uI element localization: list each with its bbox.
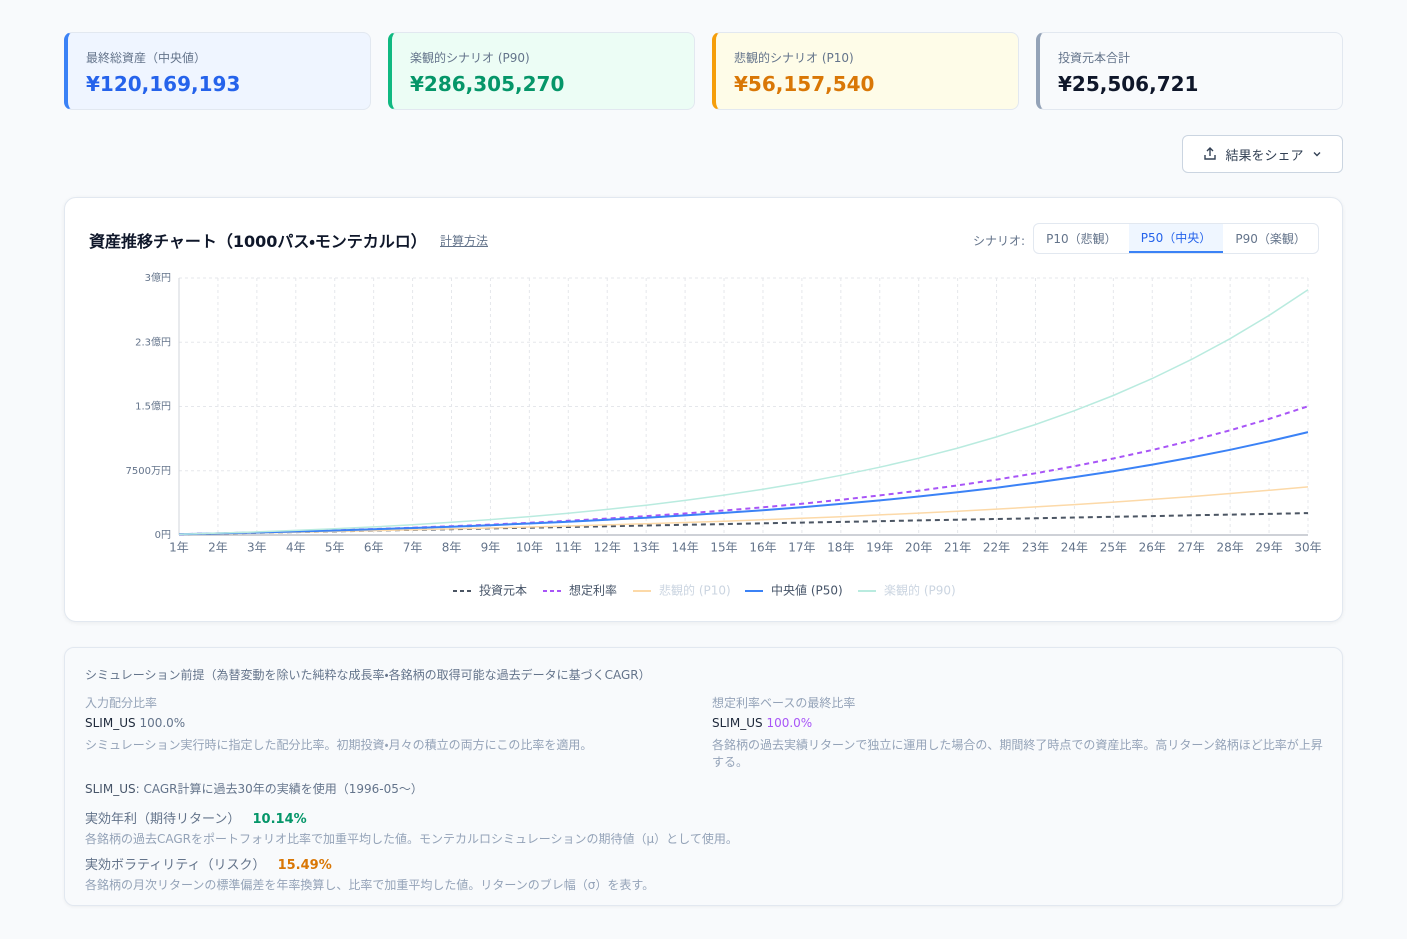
x-tick-label: 1年 — [169, 541, 189, 555]
heading: 入力配分比率 — [85, 696, 158, 710]
x-tick-label: 21年 — [944, 541, 971, 555]
x-tick-label: 11年 — [555, 541, 582, 555]
x-tick-label: 6年 — [364, 541, 384, 555]
allocation: SLIM_US 100.0% — [85, 716, 185, 730]
x-tick-label: 30年 — [1294, 541, 1321, 555]
legend-label: 悲観的 (P10) — [659, 583, 731, 598]
scenario-tab[interactable]: P90（楽観） — [1235, 232, 1306, 246]
volatility-value: 15.49% — [277, 858, 332, 873]
volatility-label: 実効ボラティリティ（リスク） — [85, 858, 266, 873]
x-tick-label: 28年 — [1216, 541, 1243, 555]
x-tick-label: 17年 — [788, 541, 815, 555]
legend-label: 投資元本 — [479, 583, 527, 598]
x-tick-label: 25年 — [1100, 541, 1127, 555]
scenario-tab[interactable]: P10（悲観） — [1046, 232, 1117, 246]
y-tick-label: 1.5億円 — [135, 400, 171, 413]
card-value: ¥25,506,721 — [1058, 72, 1199, 96]
legend-label: 楽観的 (P90) — [884, 583, 956, 598]
x-tick-label: 23年 — [1022, 541, 1049, 555]
return-label: 実効年利（期待リターン） — [85, 812, 241, 827]
return-row: 実効年利（期待リターン） 10.14% — [85, 808, 307, 827]
chart-card: 0円 7500万円 1.5億円 2.3億円 3億円 1年 2年 3年 4年 5年 6年 7年 8年 9年 1… — [64, 197, 1343, 622]
series-line — [178, 405, 1309, 536]
ticker: SLIM_US — [85, 782, 136, 796]
x-tick-label: 5年 — [325, 541, 345, 555]
volatility-row: 実効ボラティリティ（リスク） 15.49% — [85, 854, 332, 873]
ticker: SLIM_US — [712, 716, 763, 730]
x-tick-label: 3年 — [247, 541, 267, 555]
y-tick-label: 3億円 — [145, 271, 171, 284]
percent: 100.0% — [766, 716, 813, 730]
ticker: SLIM_US — [85, 716, 136, 730]
note: シミュレーション実行時に指定した配分比率。初期投資・月々の積立の両方にこの比率を… — [85, 738, 593, 752]
x-tick-label: 26年 — [1139, 541, 1166, 555]
series-line — [178, 431, 1309, 536]
series-line — [178, 289, 1309, 535]
series-line — [178, 512, 1309, 536]
scenario-tab[interactable]: P50（中央） — [1128, 224, 1224, 253]
x-tick-label: 24年 — [1061, 541, 1088, 555]
heading: 想定利率ベースの最終比率 — [712, 696, 856, 710]
summary-card: 投資元本合計 ¥25,506,721 — [1036, 32, 1343, 110]
legend-label: 中央値 (P50) — [771, 583, 843, 598]
chart-title: 資産推移チャート（1000パス・モンテカルロ） — [89, 232, 427, 251]
card-label: 最終総資産（中央値） — [86, 51, 207, 65]
note: 各銘柄の過去CAGRをポートフォリオ比率で加重平均した値。モンテカルロシミュレー… — [85, 832, 738, 846]
assumptions: シミュレーション前提（為替変動を除いた純粋な成長率・各銘柄の取得可能な過去データ… — [64, 647, 1343, 906]
data-note: SLIM_US: CAGR計算に過去30年の実績を使用（1996-05〜） — [85, 780, 423, 797]
x-tick-label: 20年 — [905, 541, 932, 555]
card-value: ¥286,305,270 — [410, 72, 565, 96]
x-tick-label: 9年 — [481, 541, 501, 555]
x-tick-label: 4年 — [286, 541, 306, 555]
note: 各銘柄の月次リターンの標準偏差を年率換算し、比率で加重平均した値。リターンのブレ… — [85, 878, 655, 892]
x-tick-label: 19年 — [866, 541, 893, 555]
percent: 100.0% — [139, 716, 186, 730]
x-tick-label: 16年 — [749, 541, 776, 555]
summary-card: 楽観的シナリオ (P90) ¥286,305,270 — [388, 32, 695, 110]
allocation: SLIM_US 100.0% — [712, 716, 812, 730]
y-tick-label: 7500万円 — [126, 466, 171, 477]
x-tick-label: 2年 — [208, 541, 228, 555]
summary-card: 最終総資産（中央値） ¥120,169,193 — [64, 32, 371, 110]
return-value: 10.14% — [252, 812, 307, 827]
share-text: 結果をシェア — [1225, 148, 1304, 164]
scenario-tabs: P10（悲観） P50（中央） P90（楽観） — [1033, 223, 1319, 254]
x-tick-label: 8年 — [442, 541, 462, 555]
x-tick-label: 27年 — [1178, 541, 1205, 555]
data-note-text: : CAGR計算に過去30年の実績を使用（1996-05〜） — [135, 782, 423, 796]
x-tick-label: 22年 — [983, 541, 1010, 555]
x-tick-label: 15年 — [710, 541, 737, 555]
x-tick-label: 7年 — [403, 541, 423, 555]
assumptions-title: シミュレーション前提（為替変動を除いた純粋な成長率・各銘柄の取得可能な過去データ… — [85, 668, 651, 682]
y-tick-label: 0円 — [155, 530, 171, 541]
x-tick-label: 29年 — [1255, 541, 1282, 555]
scenario-label: シナリオ: — [973, 234, 1026, 248]
x-tick-label: 18年 — [827, 541, 854, 555]
share-button[interactable]: 結果をシェア — [1182, 135, 1343, 173]
y-tick-label: 2.3億円 — [135, 335, 171, 348]
method-link[interactable]: 計算方法 — [440, 234, 489, 248]
x-tick-label: 14年 — [671, 541, 698, 555]
share-icon — [1204, 147, 1217, 160]
card-value: ¥120,169,193 — [86, 72, 241, 96]
card-label: 投資元本合計 — [1058, 51, 1131, 65]
card-label: 楽観的シナリオ (P90) — [410, 51, 530, 65]
card-label: 悲観的シナリオ (P10) — [734, 51, 854, 65]
series-line — [178, 486, 1309, 535]
chart: 0円 7500万円 1.5億円 2.3億円 3億円 1年 2年 3年 4年 5年 6年 7年 8年 9年 1… — [126, 271, 1322, 598]
x-tick-label: 10年 — [516, 541, 543, 555]
chevron — [1313, 152, 1320, 157]
summary-card: 悲観的シナリオ (P10) ¥56,157,540 — [712, 32, 1019, 110]
x-tick-label: 13年 — [633, 541, 660, 555]
x-tick-label: 12年 — [594, 541, 621, 555]
note: 各銘柄の過去実績リターンで独立に運用した場合の、期間終了時点での資産比率。高リタ… — [712, 738, 1323, 769]
legend-label: 想定利率 — [569, 583, 617, 598]
card-value: ¥56,157,540 — [734, 72, 875, 96]
